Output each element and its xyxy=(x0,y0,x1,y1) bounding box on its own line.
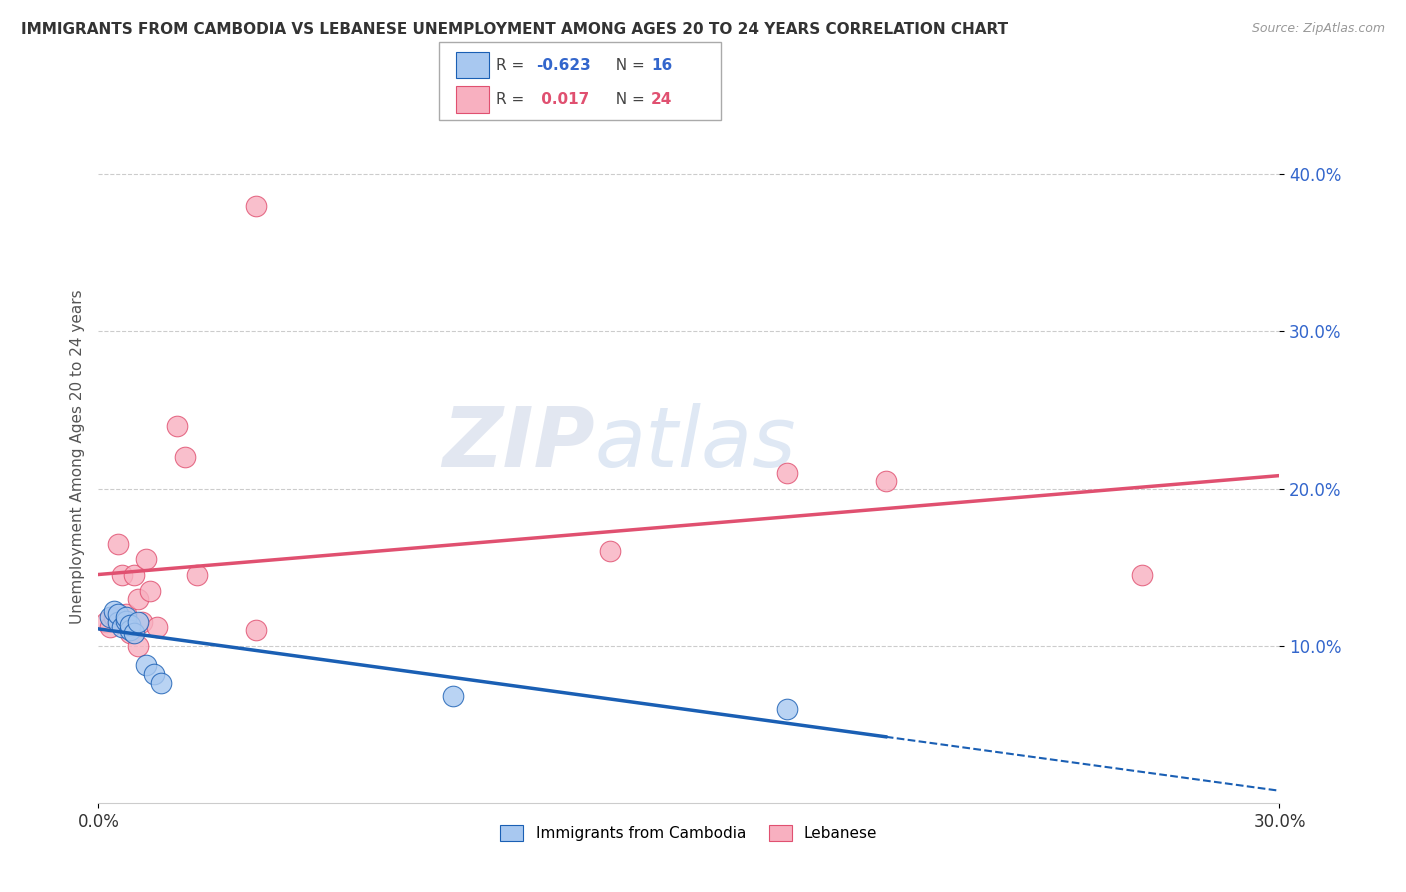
Point xyxy=(131,615,153,629)
Text: Source: ZipAtlas.com: Source: ZipAtlas.com xyxy=(1251,22,1385,36)
Text: 24: 24 xyxy=(651,92,672,107)
Point xyxy=(118,626,141,640)
Point xyxy=(127,639,149,653)
Point xyxy=(115,607,138,622)
Text: R =: R = xyxy=(496,92,530,107)
Text: N =: N = xyxy=(606,92,650,107)
Point xyxy=(111,568,134,582)
Point xyxy=(103,604,125,618)
Point xyxy=(174,450,197,464)
Point xyxy=(127,591,149,606)
Point xyxy=(118,623,141,637)
Point xyxy=(111,620,134,634)
Legend: Immigrants from Cambodia, Lebanese: Immigrants from Cambodia, Lebanese xyxy=(495,819,883,847)
Text: N =: N = xyxy=(606,58,650,72)
Text: atlas: atlas xyxy=(595,403,796,483)
Point xyxy=(122,626,145,640)
Point xyxy=(127,615,149,629)
Point xyxy=(98,620,121,634)
Text: IMMIGRANTS FROM CAMBODIA VS LEBANESE UNEMPLOYMENT AMONG AGES 20 TO 24 YEARS CORR: IMMIGRANTS FROM CAMBODIA VS LEBANESE UNE… xyxy=(21,22,1008,37)
Point xyxy=(441,689,464,703)
Point xyxy=(186,568,208,582)
Point xyxy=(166,418,188,433)
Point xyxy=(142,667,165,681)
Point xyxy=(776,701,799,715)
Point xyxy=(599,544,621,558)
Text: ZIP: ZIP xyxy=(441,403,595,483)
Point xyxy=(107,607,129,622)
Point xyxy=(135,657,157,672)
Point xyxy=(122,568,145,582)
Point xyxy=(107,615,129,629)
Point xyxy=(875,474,897,488)
Point xyxy=(146,620,169,634)
Point xyxy=(135,552,157,566)
Text: -0.623: -0.623 xyxy=(536,58,591,72)
Point xyxy=(245,623,267,637)
Text: 16: 16 xyxy=(651,58,672,72)
Point xyxy=(150,676,173,690)
Point xyxy=(138,583,160,598)
Point xyxy=(776,466,799,480)
Point xyxy=(115,614,138,628)
Point xyxy=(1130,568,1153,582)
Point xyxy=(107,615,129,629)
Point xyxy=(107,536,129,550)
Text: 0.017: 0.017 xyxy=(536,92,589,107)
Y-axis label: Unemployment Among Ages 20 to 24 years: Unemployment Among Ages 20 to 24 years xyxy=(69,290,84,624)
Point xyxy=(245,199,267,213)
Point xyxy=(103,610,125,624)
Point xyxy=(115,610,138,624)
Text: R =: R = xyxy=(496,58,530,72)
Point xyxy=(118,618,141,632)
Point xyxy=(96,615,118,629)
Point xyxy=(98,610,121,624)
